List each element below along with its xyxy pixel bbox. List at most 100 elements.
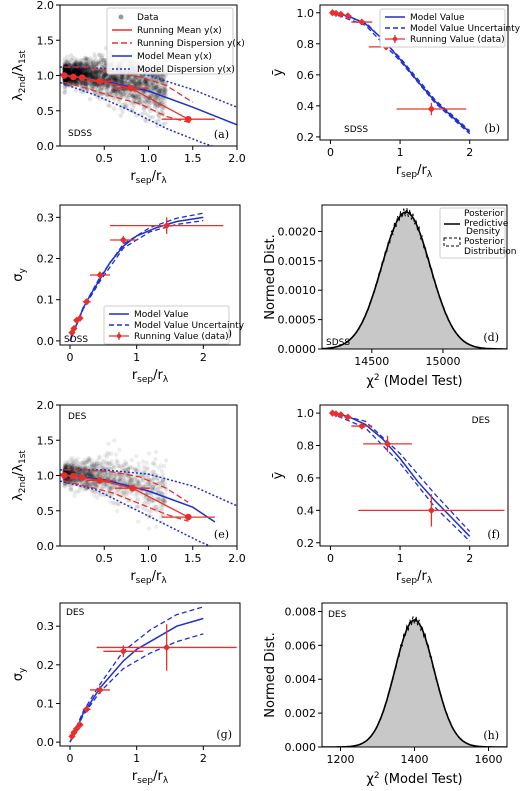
data-point [76,464,81,469]
data-point [85,465,90,471]
data-point [138,82,143,87]
data-point [63,463,69,468]
data-point [87,470,93,476]
running-point [96,686,104,694]
axes-frame [319,4,509,141]
data-point [107,90,112,96]
data-point [103,72,108,77]
data-point [76,470,82,475]
data-point [94,461,100,466]
data-point [86,469,91,475]
data-point [156,88,161,94]
y-tick-label: 0.6 [297,69,315,82]
data-point [62,78,67,83]
data-point [103,485,108,490]
data-point [117,77,122,82]
data-point [109,89,114,94]
y-tick-label: 0.008 [285,605,317,618]
data-point [78,57,84,63]
data-point [98,73,104,78]
data-point [130,93,135,98]
data-point [128,478,133,483]
data-point [67,69,72,74]
data-point [72,69,77,75]
data-point [141,90,146,95]
data-point [124,74,130,80]
data-point [126,466,131,471]
data-point [115,490,121,496]
data-point [94,74,99,80]
plot-area [60,438,237,546]
data-point [91,463,96,468]
data-point [62,481,68,486]
data-point [96,70,101,75]
data-point [67,70,72,76]
data-point [112,76,118,81]
data-point [62,67,68,73]
data-point [106,83,112,88]
data-point [62,78,68,83]
data-point [93,84,99,89]
data-point [114,75,119,81]
data-point [121,477,126,482]
data-point [81,80,86,86]
data-point [149,83,154,88]
data-point [162,99,167,105]
data-point [98,493,104,498]
data-point [64,77,69,83]
data-point [136,482,141,488]
legend-label: Running Value (data) [410,35,505,45]
data-point [75,465,80,470]
data-point [102,71,108,76]
x-tick-label: 14500 [354,355,389,368]
axes-frame [59,204,241,346]
data-point [90,62,95,67]
data-point [114,74,120,79]
data-point [106,76,111,81]
data-point [153,524,159,529]
data-point [76,68,82,73]
legend-label: Posterior [464,237,504,247]
data-point [68,81,74,87]
x-tick-label: 1200 [327,753,355,766]
data-point [65,67,70,72]
data-point [78,465,83,470]
data-point [67,62,72,68]
data-point [91,72,96,77]
data-point [128,101,133,106]
data-point [151,77,156,82]
data-point [93,68,99,74]
data-point [66,77,71,83]
data-point [140,474,146,480]
data-point [77,67,82,72]
x-axis-label: rsep/rλ [396,163,433,180]
data-point [143,79,148,84]
data-point [156,476,161,481]
data-point [101,86,107,92]
data-point [92,82,97,87]
data-point [117,473,123,479]
data-point [107,486,112,492]
data-point [99,85,104,91]
data-point [74,80,79,85]
data-point [154,84,160,89]
data-point [65,61,71,66]
data-point [160,497,165,502]
data-point [123,80,128,86]
data-point [96,71,102,76]
data-point [100,62,105,68]
data-point [94,69,99,74]
data-point [149,94,154,99]
data-point [146,85,152,91]
data-point [127,477,132,482]
data-point [143,481,148,486]
data-point [76,470,82,475]
x-axis-label: rsep/rλ [396,569,433,586]
data-point [65,461,70,466]
data-point [62,78,67,83]
running-point [358,18,366,26]
data-point [138,483,144,488]
data-point [163,483,168,488]
data-point [119,80,125,85]
data-point [72,68,77,73]
